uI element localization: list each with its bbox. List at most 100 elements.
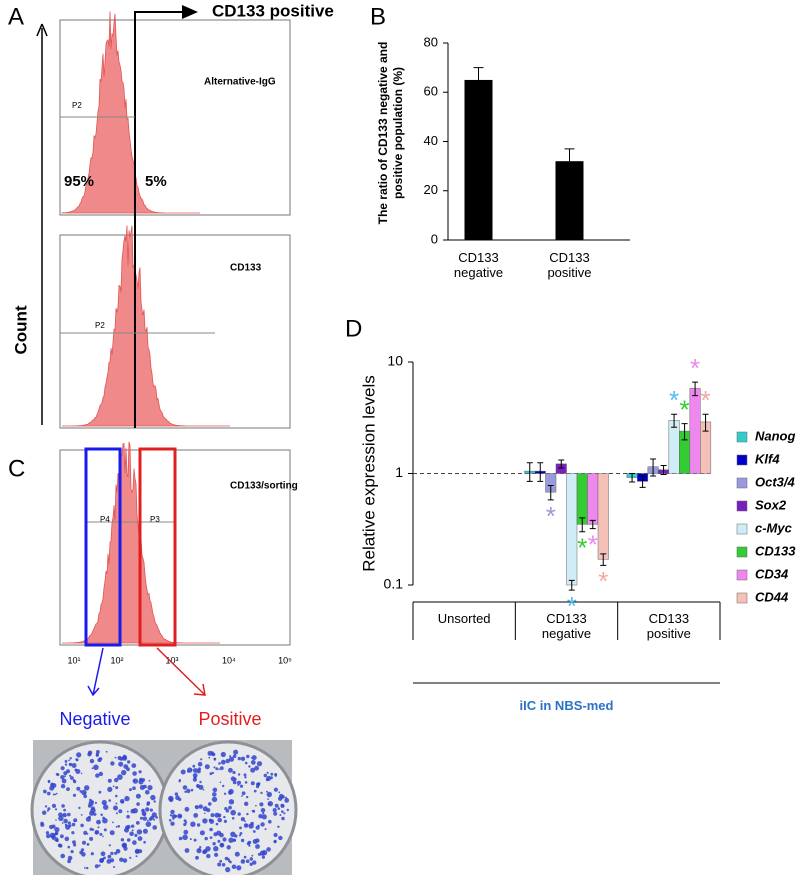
- colony: [54, 793, 57, 796]
- colony: [244, 776, 247, 779]
- y-tick-label: 60: [424, 84, 438, 99]
- arrow-label: CD133 positive: [212, 1, 334, 20]
- bar: [576, 473, 588, 525]
- colony: [101, 799, 107, 806]
- colony: [184, 848, 190, 853]
- colony: [106, 859, 112, 864]
- colony: [122, 858, 128, 863]
- colony: [216, 830, 222, 836]
- colony: [246, 754, 250, 759]
- colony: [272, 808, 277, 813]
- colony: [47, 791, 51, 796]
- x-tick-label: 10²: [110, 655, 123, 665]
- legend-swatch: [736, 523, 748, 535]
- colony: [199, 780, 202, 784]
- colony: [123, 764, 129, 769]
- colony: [76, 786, 81, 791]
- error-bar: [639, 475, 646, 488]
- colony: [64, 836, 70, 842]
- colony: [127, 760, 131, 764]
- colony: [244, 761, 248, 765]
- panel-label: C: [8, 455, 25, 482]
- colony: [146, 801, 151, 805]
- colony: [86, 843, 90, 846]
- percent-label: 95%: [64, 173, 94, 190]
- colony: [282, 805, 284, 807]
- colony: [192, 777, 197, 782]
- colony: [52, 838, 54, 841]
- colony: [98, 771, 104, 777]
- arrow-head: [182, 5, 198, 19]
- colony: [67, 821, 71, 825]
- colony: [278, 791, 281, 794]
- colony: [54, 808, 58, 811]
- colony: [193, 838, 197, 842]
- colony: [100, 813, 103, 816]
- colony: [183, 822, 187, 827]
- colony: [58, 815, 64, 822]
- colony: [143, 840, 146, 844]
- colony: [190, 788, 194, 792]
- colony: [182, 785, 188, 790]
- colony: [115, 802, 118, 805]
- colony: [135, 855, 138, 858]
- colony: [220, 751, 226, 758]
- colony: [118, 761, 124, 767]
- colony: [137, 836, 143, 841]
- legend-label: Sox2: [755, 497, 787, 512]
- colony: [55, 819, 57, 821]
- colony: [132, 779, 135, 782]
- colony: [195, 855, 199, 860]
- colony: [132, 840, 137, 845]
- colony: [60, 834, 64, 839]
- arrow: [87, 647, 104, 697]
- arrow: [156, 647, 206, 696]
- colony: [231, 864, 237, 870]
- colony: [49, 785, 55, 791]
- legend-swatch: [736, 431, 748, 443]
- colony: [42, 810, 47, 815]
- colony: [110, 761, 115, 766]
- colony: [197, 767, 201, 771]
- colony: [95, 773, 100, 778]
- colony: [71, 763, 77, 768]
- colony: [95, 752, 99, 756]
- colony: [209, 827, 213, 832]
- colony: [202, 818, 208, 824]
- colony: [49, 824, 54, 830]
- colony: [73, 820, 76, 822]
- colony: [217, 862, 222, 867]
- colony: [71, 822, 76, 827]
- colony: [230, 831, 236, 837]
- colony: [55, 839, 59, 843]
- colony: [51, 803, 57, 809]
- colony: [60, 784, 66, 789]
- colony: [103, 856, 106, 860]
- colony: [250, 757, 253, 759]
- error-bar: [692, 381, 699, 397]
- colony: [73, 843, 77, 847]
- colony: [256, 761, 263, 767]
- colony: [239, 784, 244, 788]
- colony: [138, 779, 144, 785]
- colony: [55, 773, 58, 776]
- colony: [267, 802, 271, 806]
- colony: [96, 819, 101, 825]
- colony: [40, 822, 45, 827]
- colony: [67, 812, 71, 817]
- significance-mark: *: [577, 533, 587, 563]
- colony: [48, 781, 50, 784]
- colony: [61, 822, 64, 824]
- colony: [80, 814, 83, 816]
- colony: [138, 770, 142, 774]
- colony: [115, 786, 119, 790]
- colony: [103, 803, 106, 806]
- legend-label: Nanog: [755, 428, 796, 443]
- colony: [68, 759, 70, 762]
- colony: [142, 816, 147, 821]
- colony: [213, 846, 219, 852]
- colony: [184, 821, 188, 824]
- bar: [597, 473, 609, 560]
- colony: [129, 856, 132, 859]
- legend-label: Oct3/4: [755, 474, 796, 489]
